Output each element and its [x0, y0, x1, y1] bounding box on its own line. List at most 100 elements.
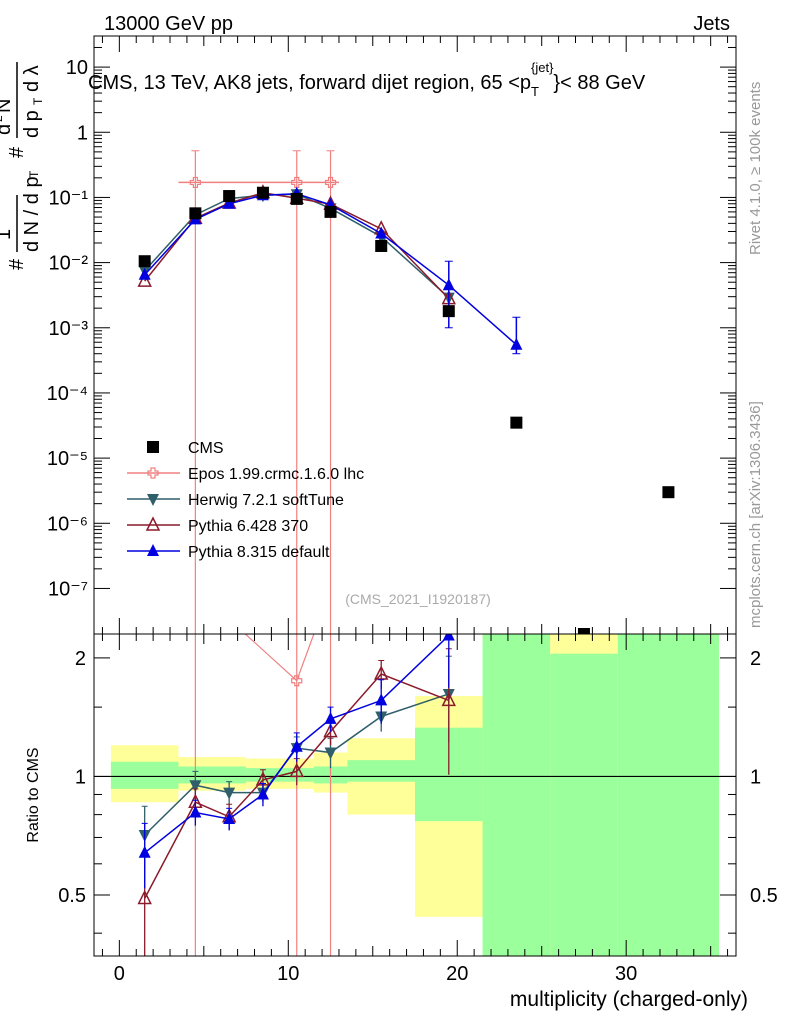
data-point [324, 711, 337, 724]
data-point [324, 176, 337, 189]
legend-label: CMS [188, 440, 224, 457]
ratio-bands [94, 634, 736, 956]
data-point [442, 305, 455, 318]
ratio-xlabel: multiplicity (charged-only) [510, 988, 748, 1011]
data-point [138, 267, 151, 280]
y-tick-label: 1 [75, 766, 86, 788]
data-point [223, 190, 236, 203]
data-point [375, 226, 388, 239]
data-point [138, 845, 151, 858]
svg-text:1: 1 [0, 229, 15, 240]
uncertainty-band-inner [617, 634, 720, 956]
data-point [291, 176, 303, 189]
svg-text:d: d [0, 124, 15, 135]
uncertainty-band-inner [347, 760, 415, 782]
y-tick-label: 10⁻³ [49, 318, 89, 340]
ratio-series [137, 634, 457, 956]
chart-title-end: }< 88 GeV [553, 72, 645, 94]
x-tick-label: 0 [114, 963, 125, 985]
svg-text:#: # [6, 146, 28, 158]
y-tick-label: 10⁻⁵ [47, 448, 88, 470]
data-point [577, 628, 590, 634]
y-tick-label: 10⁻² [49, 253, 89, 275]
svg-text:d p: d p [21, 110, 43, 138]
chart-title-main: CMS, 13 TeV, AK8 jets, forward dijet reg… [88, 72, 531, 94]
main-axes: 10⁻⁷ 10⁻⁶ 10⁻⁵ 10⁻⁴ 10⁻³ 10⁻² 10⁻¹ 1 10 [47, 35, 737, 635]
legend-item: CMS [147, 440, 224, 457]
legend-item: Epos 1.99.crmc.1.6.0 lhc [127, 466, 364, 483]
legend-item: Pythia 6.428 370 [127, 516, 308, 535]
main-series [137, 150, 675, 634]
x-tick-label: 20 [446, 963, 468, 985]
data-point [373, 665, 389, 680]
data-point [323, 722, 338, 738]
data-point [291, 675, 303, 687]
data-point [223, 787, 236, 800]
uncertainty-band-inner [550, 653, 618, 956]
y-tick-label-right: 0.5 [750, 885, 778, 907]
y-tick-label: 1 [77, 122, 88, 144]
chart-title-sup: {jet} [531, 60, 554, 75]
svg-text:2: 2 [0, 115, 5, 122]
ratio-series-pythia [138, 634, 455, 889]
y-tick-label: 10⁻⁷ [48, 578, 88, 600]
ratio-ylabel: Ratio to CMS [25, 747, 42, 842]
legend-marker [147, 544, 159, 556]
data-point [189, 805, 202, 818]
rivet-label: Rivet 4.1.0, ≥ 100k events [747, 82, 764, 255]
legend-marker [147, 494, 159, 506]
svg-text:N: N [0, 99, 15, 113]
x-tick-label: 10 [277, 963, 299, 985]
mcplots-label: mcplots.cern.ch [arXiv:1306.3436] [747, 401, 764, 628]
uncertainty-band-inner [178, 766, 247, 784]
svg-text:d λ: d λ [21, 65, 43, 92]
legend-item: Herwig 7.2.1 softTune [127, 492, 344, 509]
data-point [442, 634, 455, 641]
header-left: 13000 GeV pp [104, 13, 233, 35]
legend-label: Pythia 8.315 default [188, 544, 330, 561]
data-point [256, 787, 269, 800]
data-point [510, 337, 523, 350]
header-right: Jets [693, 13, 730, 35]
uncertainty-band-inner [110, 761, 179, 789]
series-epos [178, 150, 339, 634]
series-line [144, 673, 450, 899]
data-point [189, 780, 202, 793]
data-point [290, 739, 303, 752]
series-line [144, 634, 450, 854]
y-tick-label-right: 1 [750, 766, 761, 788]
data-point [138, 255, 151, 268]
data-point [189, 207, 202, 220]
legend-label: Herwig 7.2.1 softTune [188, 492, 344, 509]
data-point [256, 186, 269, 199]
data-point [223, 811, 236, 824]
x-tick-label: 30 [615, 963, 637, 985]
uncertainty-band-inner [482, 634, 551, 956]
svg-text:T: T [27, 170, 41, 178]
svg-text:#: # [6, 258, 28, 270]
data-point [290, 192, 303, 205]
data-point [324, 747, 337, 760]
data-point [375, 239, 388, 252]
data-point [137, 272, 152, 287]
chart-title-sub: T [531, 84, 539, 99]
analysis-id: (CMS_2021_I1920187) [345, 591, 491, 607]
y-tick-label: 2 [75, 648, 86, 670]
series-line [244, 634, 315, 682]
legend-marker [147, 467, 159, 479]
legend-item: Pythia 8.315 default [127, 544, 330, 561]
legend: CMS Epos 1.99.crmc.1.6.0 lhc Herwig 7.2.1 … [127, 440, 364, 561]
data-point [137, 889, 152, 905]
legend-label: Epos 1.99.crmc.1.6.0 lhc [188, 466, 364, 483]
data-point [375, 693, 388, 706]
y-tick-label-right: 2 [750, 648, 761, 670]
legend-marker [147, 441, 159, 453]
data-point [223, 196, 236, 209]
svg-text:T: T [31, 97, 45, 105]
data-point [441, 691, 457, 707]
data-point [510, 416, 523, 429]
y-tick-label: 10⁻⁴ [47, 383, 88, 405]
y-tick-label: 10⁻¹ [49, 187, 89, 209]
ratio-axes: 0.5 0.51 12 20 10 20 30 [58, 633, 778, 985]
